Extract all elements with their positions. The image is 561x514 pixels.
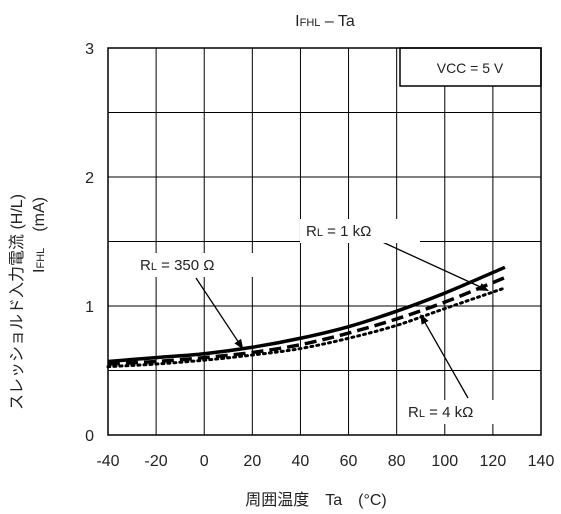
x-tick-label: 80	[388, 453, 406, 470]
annotation-label: RL = 350 Ω	[140, 257, 214, 274]
condition-text: VCC = 5 V	[437, 60, 504, 76]
y-axis-label-main: I	[31, 269, 48, 273]
y-tick-label: 1	[85, 299, 94, 316]
x-tick-label: 120	[480, 453, 507, 470]
series-line-dotted	[106, 286, 507, 369]
annotation-label-bg	[300, 219, 420, 243]
y-axis-label-line1: スレッショルド入力電流 (H/L)	[8, 194, 26, 410]
x-tick-label: 20	[243, 453, 261, 470]
y-axis-label-line2: IFHL (mA)	[31, 197, 48, 273]
y-axis-label-sub: FHL	[35, 248, 47, 269]
y-tick-label: 2	[85, 170, 94, 187]
x-tick-label: -40	[96, 453, 119, 470]
y-axis-label-unit: (mA)	[31, 197, 48, 248]
annotation-label-bg	[134, 253, 254, 277]
annotation-arrow	[420, 314, 469, 399]
annotation-label: RL = 1 kΩ	[306, 223, 371, 240]
chart-title: IFHL – Ta	[295, 13, 355, 30]
x-tick-label: -20	[145, 453, 168, 470]
chart-title-rest: – Ta	[320, 13, 355, 30]
x-tick-label: 140	[528, 453, 555, 470]
y-tick-label: 3	[85, 41, 94, 58]
annotation-arrow	[377, 239, 489, 292]
annotation-arrow	[195, 277, 244, 350]
y-tick-labels: 0 1 2 3	[85, 41, 94, 445]
x-tick-label: 0	[200, 453, 209, 470]
x-tick-label: 60	[340, 453, 358, 470]
series-lines	[106, 265, 507, 369]
series-line-solid	[107, 265, 506, 364]
series-line-dashed	[107, 275, 506, 366]
annotations: RL = 350 Ω RL = 1 kΩ RL = 4 kΩ	[134, 219, 522, 424]
x-tick-labels: -40 -20 0 20 40 60 80 100 120 140	[96, 453, 554, 470]
annotation-label: RL = 4 kΩ	[408, 404, 473, 421]
annotation-label-bg	[402, 400, 522, 424]
plot-frame	[107, 47, 542, 436]
x-tick-label: 100	[431, 453, 458, 470]
x-tick-label: 40	[292, 453, 310, 470]
chart-title-sub: FHL	[300, 17, 321, 29]
y-tick-label: 0	[85, 428, 94, 445]
chart-title-main: I	[295, 13, 299, 30]
x-axis-label: 周囲温度 Ta (°C)	[245, 491, 387, 509]
